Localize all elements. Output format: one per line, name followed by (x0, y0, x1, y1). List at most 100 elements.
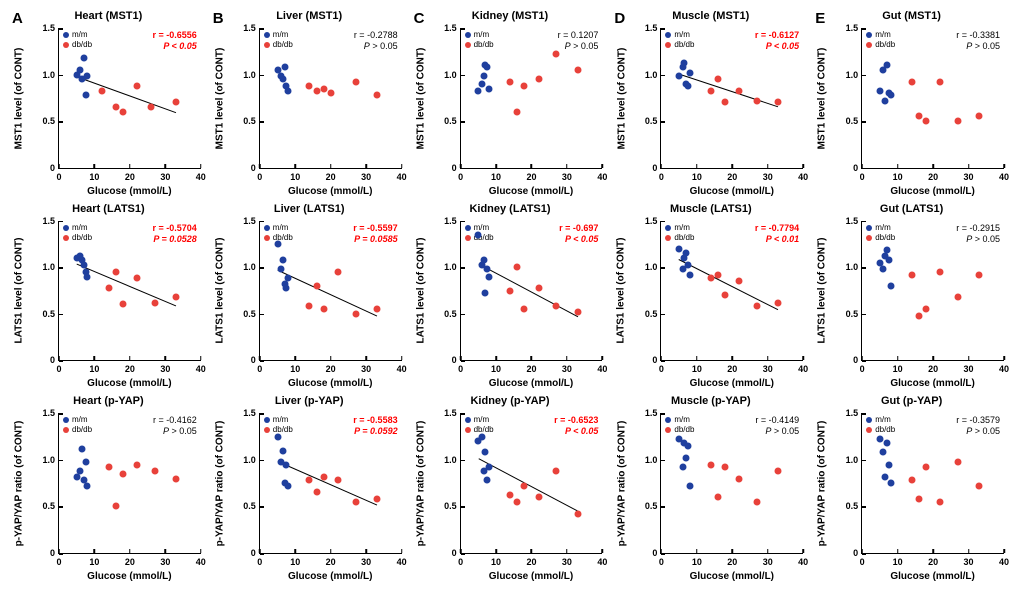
point-mm (478, 433, 485, 440)
point-dbdb (320, 306, 327, 313)
point-dbdb (923, 464, 930, 471)
y-tick: 0.5 (645, 116, 662, 126)
y-axis-label: p-YAP/YAP ratio (of CONT) (12, 413, 26, 554)
point-dbdb (736, 475, 743, 482)
point-mm (274, 433, 281, 440)
point-mm (84, 73, 91, 80)
point-mm (482, 449, 489, 456)
x-tick: 40 (597, 553, 607, 567)
point-dbdb (133, 82, 140, 89)
y-tick: 1.5 (846, 216, 863, 226)
y-tick: 0.5 (444, 501, 461, 511)
point-dbdb (514, 108, 521, 115)
stats-annotation: r = -0.2788P > 0.05 (354, 30, 398, 52)
y-tick: 1.0 (42, 455, 59, 465)
stats-annotation: r = 0.1207P > 0.05 (558, 30, 599, 52)
point-dbdb (954, 118, 961, 125)
x-tick: 30 (562, 168, 572, 182)
point-mm (880, 266, 887, 273)
point-dbdb (112, 503, 119, 510)
legend: m/mdb/db (665, 415, 694, 435)
point-dbdb (313, 282, 320, 289)
figure-grid: AHeart (MST1)MST1 level (of CONT)Glucose… (10, 10, 1010, 582)
x-axis-label: Glucose (mmol/L) (460, 378, 603, 389)
x-tick: 10 (893, 168, 903, 182)
x-tick: 40 (798, 168, 808, 182)
panel-title: Heart (MST1) (10, 10, 207, 22)
plot-area: 00.51.01.5010203040m/mdb/dbr = -0.5583P … (259, 413, 402, 554)
panel-title: Liver (MST1) (211, 10, 408, 22)
legend-item: db/db (465, 40, 494, 50)
legend-item: m/m (665, 415, 694, 425)
plot-area: 00.51.01.5010203040m/mdb/dbr = -0.6523P … (460, 413, 603, 554)
point-dbdb (954, 294, 961, 301)
legend: m/mdb/db (866, 415, 895, 435)
y-tick: 0.5 (243, 309, 260, 319)
point-mm (285, 88, 292, 95)
r-value: r = -0.3579 (956, 415, 1000, 426)
point-mm (884, 440, 891, 447)
y-tick: 1.0 (243, 70, 260, 80)
x-tick: 20 (526, 553, 536, 567)
point-dbdb (722, 464, 729, 471)
x-tick: 10 (893, 360, 903, 374)
x-tick: 40 (397, 553, 407, 567)
panel-title: Gut (MST1) (813, 10, 1010, 22)
x-tick: 30 (160, 360, 170, 374)
y-tick: 1.0 (444, 262, 461, 272)
x-tick: 0 (659, 168, 664, 182)
x-tick: 40 (196, 553, 206, 567)
point-dbdb (521, 306, 528, 313)
x-tick: 30 (160, 168, 170, 182)
scatter-panel: Kidney (LATS1)LATS1 level (of CONT)Gluco… (412, 203, 609, 390)
x-axis-label: Glucose (mmol/L) (660, 378, 803, 389)
y-axis-label: MST1 level (of CONT) (815, 28, 829, 169)
plot-area: 00.51.01.5010203040m/mdb/dbr = -0.7794P … (660, 221, 803, 362)
x-tick: 20 (727, 553, 737, 567)
point-dbdb (352, 310, 359, 317)
point-mm (283, 461, 290, 468)
point-dbdb (574, 510, 581, 517)
legend: m/mdb/db (465, 30, 494, 50)
scatter-panel: CKidney (MST1)MST1 level (of CONT)Glucos… (412, 10, 609, 197)
point-dbdb (507, 79, 514, 86)
panel-title: Muscle (MST1) (612, 10, 809, 22)
y-axis-label: LATS1 level (of CONT) (414, 221, 428, 362)
r-value: r = -0.2915 (956, 223, 1000, 234)
x-axis-label: Glucose (mmol/L) (259, 186, 402, 197)
x-axis-label: Glucose (mmol/L) (660, 571, 803, 582)
x-tick: 30 (964, 168, 974, 182)
legend: m/mdb/db (63, 415, 92, 435)
point-dbdb (172, 99, 179, 106)
plot-area: 00.51.01.5010203040m/mdb/dbr = -0.4162P … (58, 413, 201, 554)
point-dbdb (373, 496, 380, 503)
legend-label: db/db (875, 233, 895, 243)
point-dbdb (521, 482, 528, 489)
point-dbdb (373, 92, 380, 99)
y-tick: 1.0 (243, 455, 260, 465)
legend: m/mdb/db (866, 223, 895, 243)
point-mm (77, 468, 84, 475)
point-mm (683, 455, 690, 462)
y-axis-label: MST1 level (of CONT) (614, 28, 628, 169)
point-mm (480, 256, 487, 263)
y-tick: 0.5 (42, 501, 59, 511)
point-mm (283, 284, 290, 291)
y-tick: 0.5 (243, 116, 260, 126)
plot-area: 00.51.01.5010203040m/mdb/dbr = -0.5704P … (58, 221, 201, 362)
x-tick: 20 (928, 168, 938, 182)
legend-item: m/m (465, 30, 494, 40)
scatter-panel: DMuscle (MST1)MST1 level (of CONT)Glucos… (612, 10, 809, 197)
point-mm (683, 250, 690, 257)
plot-area: 00.51.01.5010203040m/mdb/dbr = -0.6556P … (58, 28, 201, 169)
stats-annotation: r = -0.4149P > 0.05 (755, 415, 799, 437)
y-tick: 1.5 (846, 408, 863, 418)
panel-title: Kidney (MST1) (412, 10, 609, 22)
plot-area: 00.51.01.5010203040m/mdb/dbr = -0.4149P … (660, 413, 803, 554)
x-tick: 10 (692, 553, 702, 567)
y-tick: 1.0 (846, 70, 863, 80)
scatter-panel: Kidney (p-YAP)p-YAP/YAP ratio (of CONT)G… (412, 395, 609, 582)
x-tick: 0 (458, 553, 463, 567)
point-dbdb (306, 303, 313, 310)
scatter-panel: Muscle (LATS1)LATS1 level (of CONT)Gluco… (612, 203, 809, 390)
